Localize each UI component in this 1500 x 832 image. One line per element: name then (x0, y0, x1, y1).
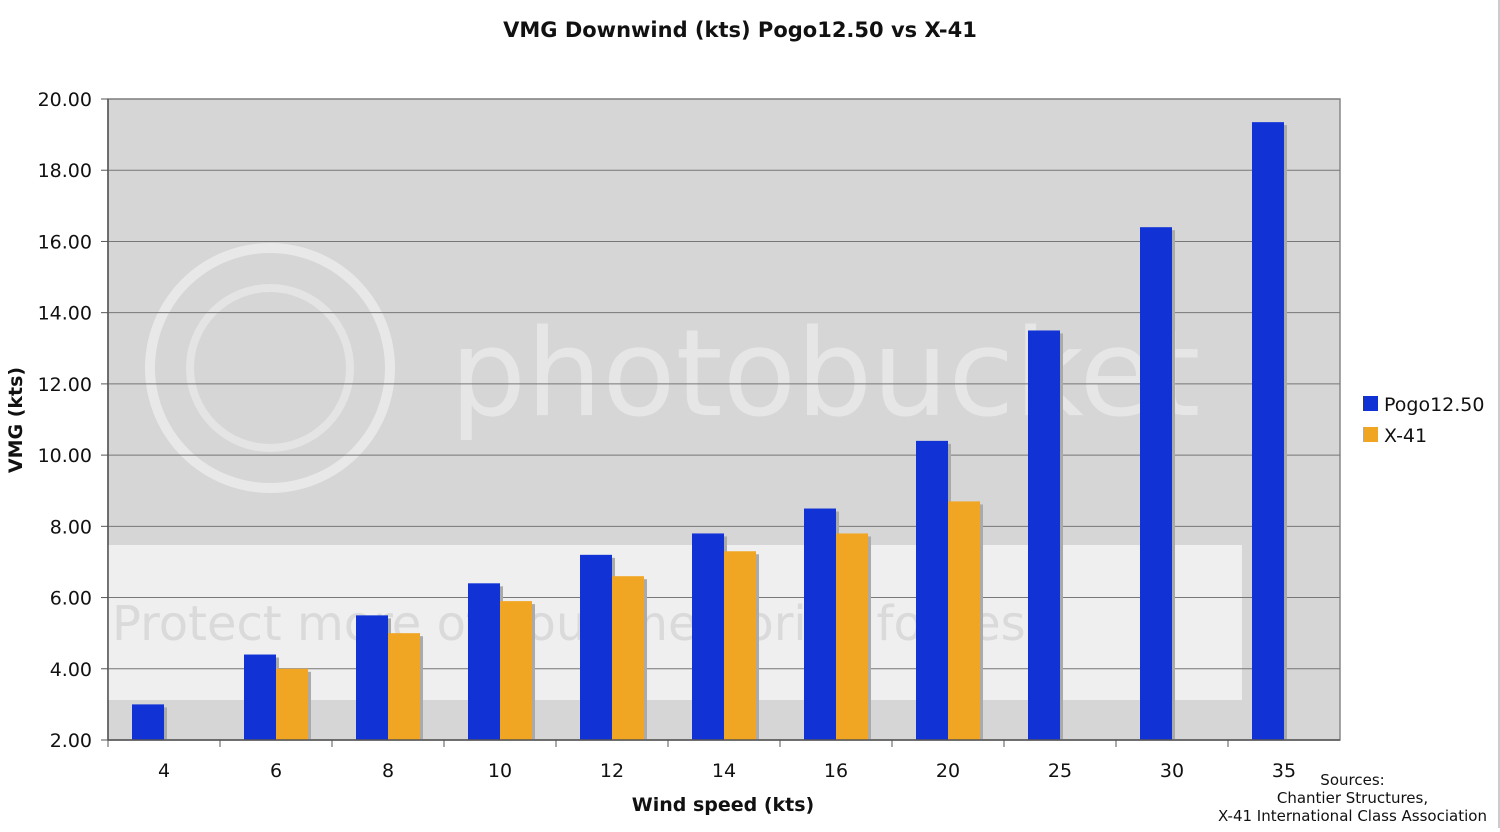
bar-x-41 (276, 668, 308, 740)
y-tick-label: 18.00 (38, 160, 92, 182)
bar-pogo12-50 (468, 583, 500, 740)
frame-edge (1498, 0, 1500, 828)
bar-pogo12-50 (1140, 227, 1172, 740)
bar-x-41 (388, 633, 420, 740)
bar-pogo12-50 (356, 615, 388, 740)
bar-x-41 (612, 576, 644, 740)
bar-pogo12-50 (132, 704, 164, 740)
legend-swatch (1363, 427, 1378, 442)
legend-swatch (1363, 396, 1378, 411)
x-tick-label: 8 (382, 760, 394, 782)
bar-pogo12-50 (692, 533, 724, 740)
x-tick-label: 35 (1272, 760, 1296, 782)
bar-pogo12-50 (244, 654, 276, 740)
x-tick-label: 6 (270, 760, 282, 782)
y-tick-label: 12.00 (38, 374, 92, 396)
sources-line: Chantier Structures, (1276, 789, 1429, 807)
y-tick-label: 20.00 (38, 89, 92, 111)
bar-pogo12-50 (1028, 330, 1060, 740)
x-tick-label: 20 (936, 760, 960, 782)
sources-line: Sources: (1320, 771, 1385, 789)
watermark-logo: photobucket (450, 305, 1200, 444)
legend-label: Pogo12.50 (1384, 394, 1484, 416)
y-tick-label: 10.00 (38, 445, 92, 467)
y-tick-label: 14.00 (38, 303, 92, 325)
x-tick-label: 14 (712, 760, 736, 782)
sources-annotation: Sources: Chantier Structures, X-41 Inter… (1205, 771, 1500, 825)
bar-pogo12-50 (804, 508, 836, 740)
watermark-logo-ring (145, 243, 395, 493)
bar-pogo12-50 (1252, 122, 1284, 741)
y-axis-label: VMG (kts) (5, 367, 27, 473)
legend-label: X-41 (1384, 425, 1427, 447)
x-tick-label: 16 (824, 760, 848, 782)
x-tick-label: 10 (488, 760, 512, 782)
bar-pogo12-50 (916, 440, 948, 740)
x-axis-label: Wind speed (kts) (632, 794, 815, 816)
x-tick-label: 30 (1160, 760, 1184, 782)
y-tick-label: 6.00 (50, 588, 92, 610)
bar-x-41 (948, 501, 980, 740)
bar-pogo12-50 (580, 554, 612, 740)
bar-x-41 (836, 533, 868, 740)
bar-x-41 (500, 601, 532, 740)
x-tick-label: 4 (158, 760, 170, 782)
chart-title: VMG Downwind (kts) Pogo12.50 vs X-41 (503, 18, 977, 42)
y-tick-label: 8.00 (50, 516, 92, 538)
y-tick-label: 16.00 (38, 231, 92, 253)
y-tick-label: 4.00 (50, 659, 92, 681)
x-tick-label: 25 (1048, 760, 1072, 782)
watermark-logo-ring (186, 284, 354, 452)
y-tick-label: 2.00 (50, 730, 92, 752)
bar-x-41 (724, 551, 756, 740)
sources-line: X-41 International Class Association (1218, 807, 1487, 825)
x-tick-label: 12 (600, 760, 624, 782)
